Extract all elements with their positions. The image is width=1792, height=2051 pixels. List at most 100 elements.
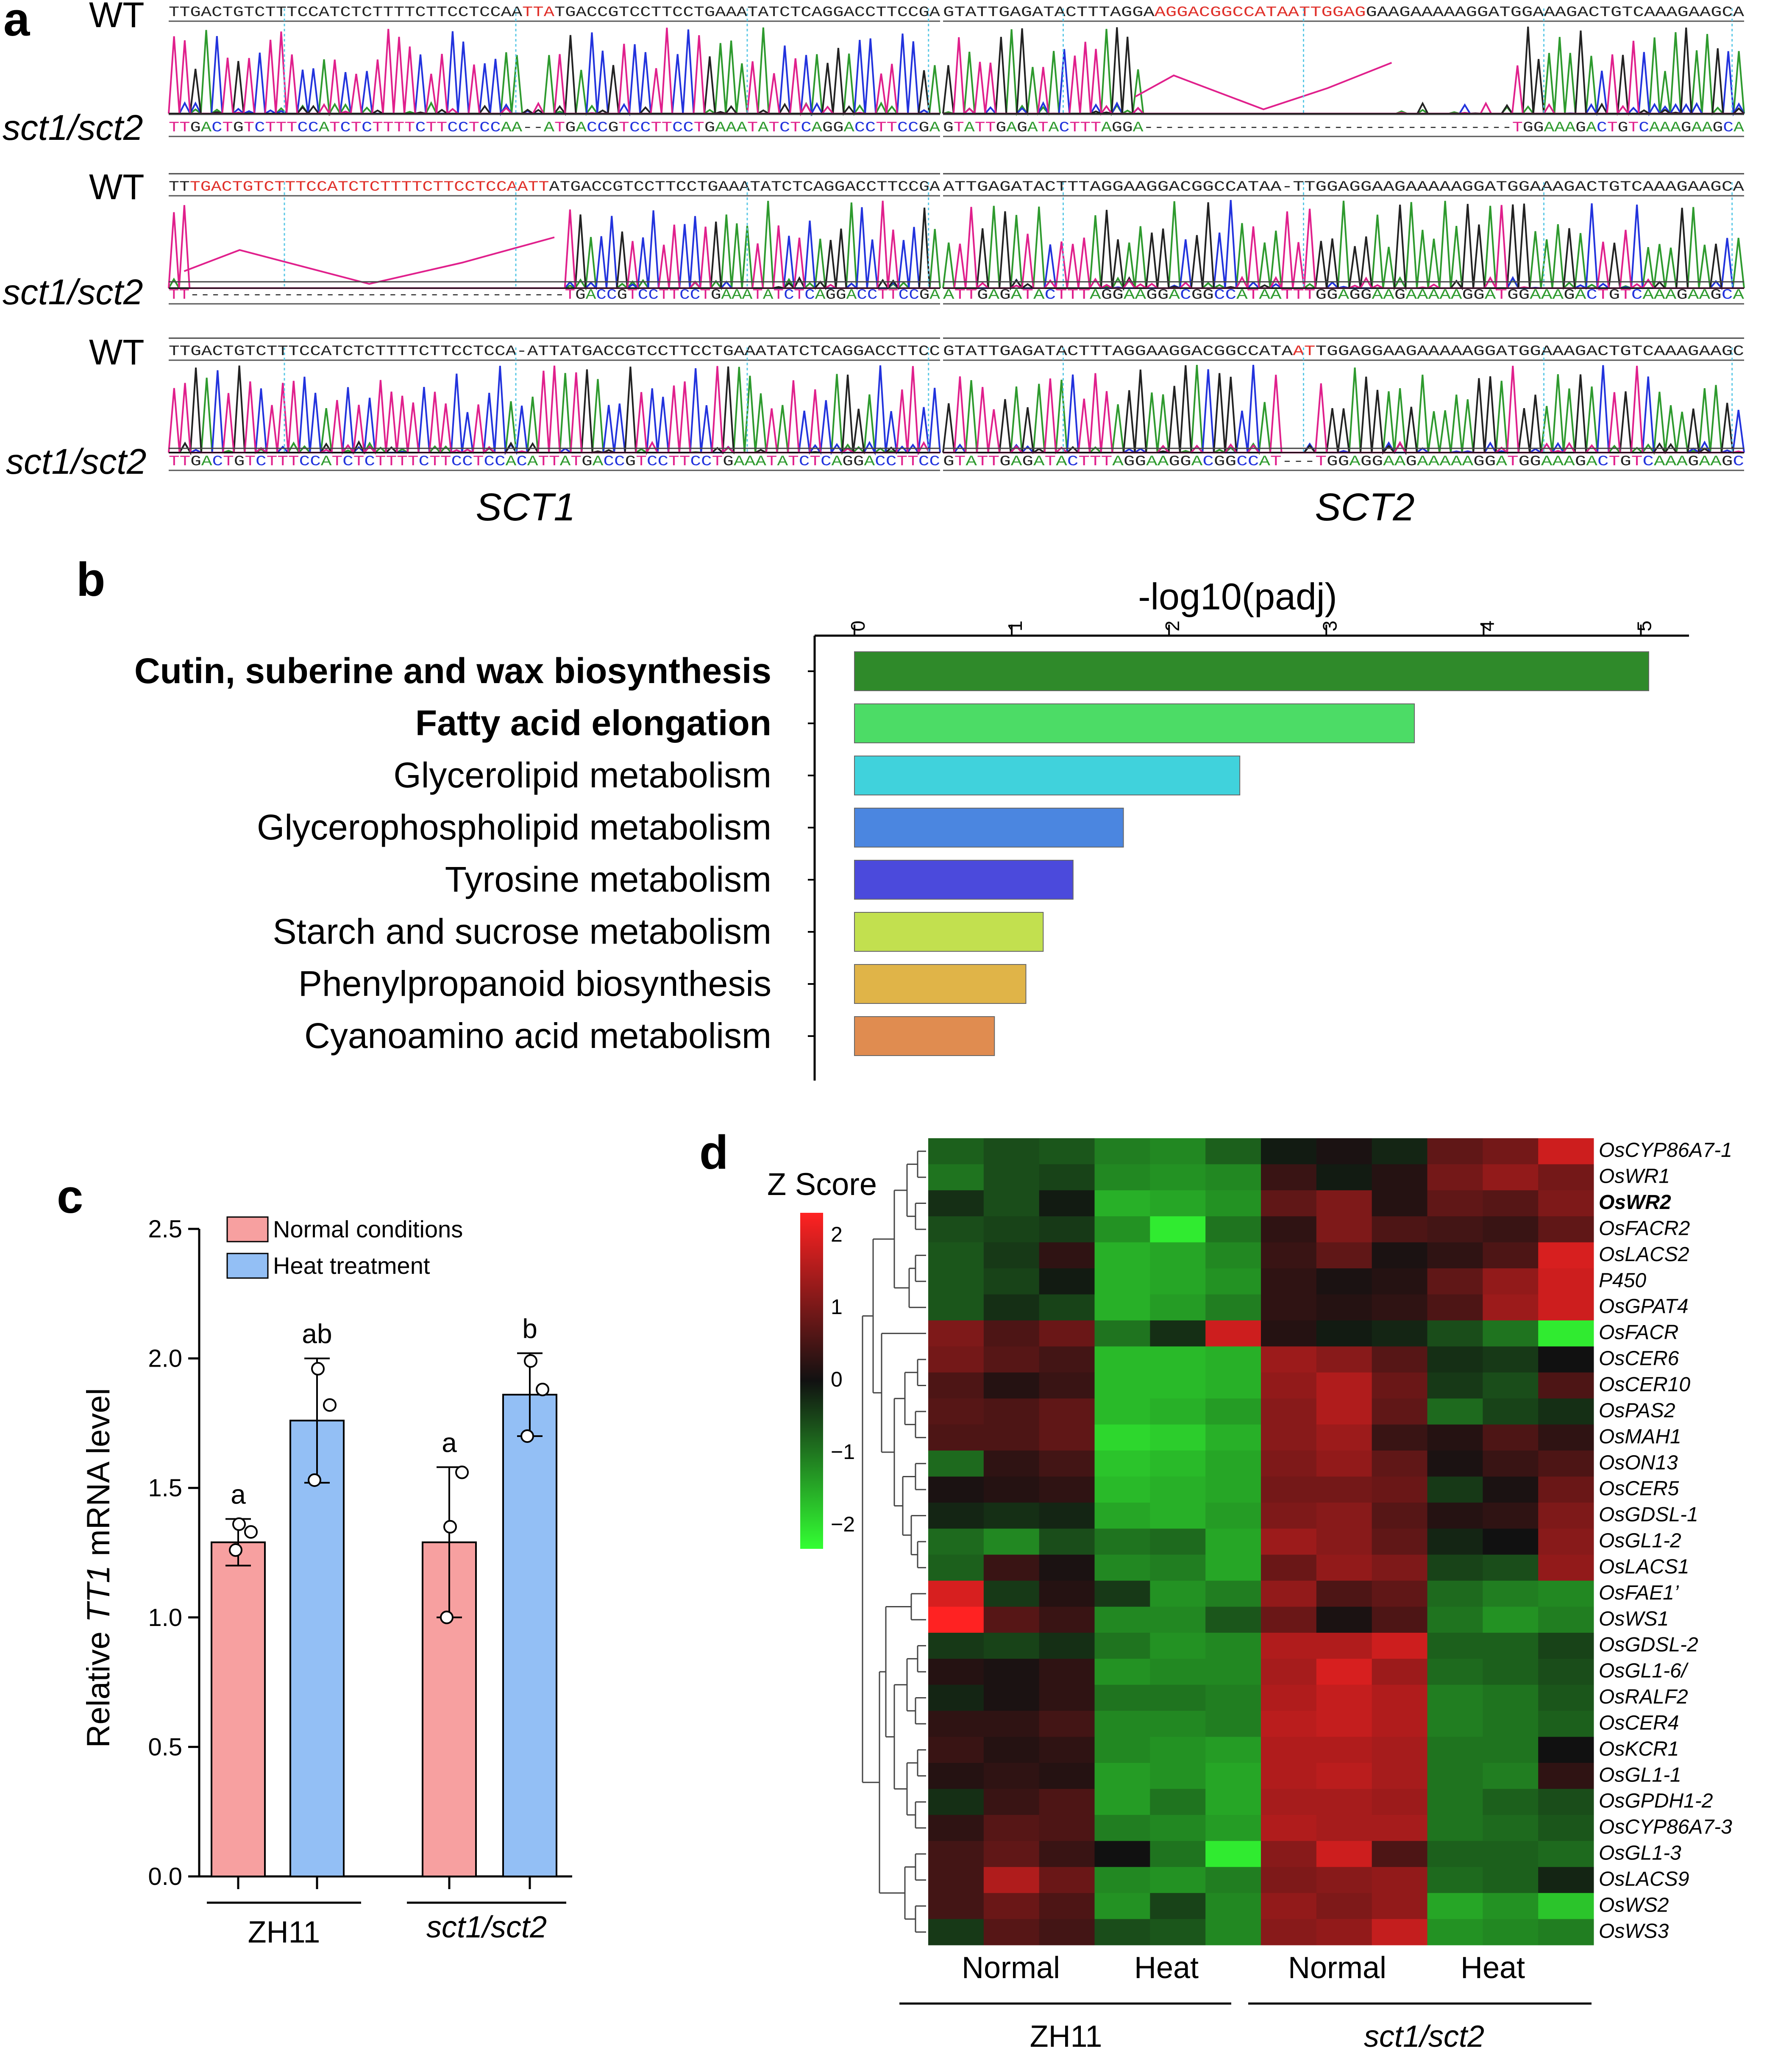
heatmap-row-label-4: OsFACR2	[1599, 1217, 1690, 1239]
heatmap-cell-6-6	[1205, 1268, 1261, 1295]
heatmap-legend-tick-2: 1	[831, 1295, 843, 1319]
heatmap-cell-22-10	[1427, 1684, 1483, 1711]
heatmap-cell-29-7	[1261, 1867, 1317, 1893]
gene-label-sct1: SCT1	[476, 486, 575, 529]
heatmap-cell-25-10	[1427, 1763, 1483, 1789]
heatmap-cell-24-11	[1483, 1737, 1539, 1763]
heatmap-row-label-8: OsFACR	[1599, 1321, 1678, 1344]
heatmap-cell-1-1	[928, 1138, 984, 1164]
heatmap-row-label-22: OsRALF2	[1599, 1686, 1688, 1708]
heatmap-cell-15-6	[1205, 1502, 1261, 1529]
heatmap-cell-11-1	[928, 1398, 984, 1425]
seq-sct1-wt-2: TT TGACTGTCTTTCCATCTCTTTTCTTCCTCCAATT ATGA…	[169, 179, 941, 195]
heatmap-cell-14-2	[983, 1476, 1040, 1503]
seq-sct2-wt-1: GTATTGAGATACTTTAGGA AGGACGGCCATAATTGGAG GA…	[943, 5, 1745, 21]
panel-c-point-1-1-0	[520, 1429, 534, 1443]
seq-sct1-wt-3: TTGACTGTCTTTCCATCTCTTTTCTTCCTCCA-ATTATGA…	[169, 344, 940, 360]
panel-b-enrichment-chart: b -log10(padj) 0 1 2 3 4 5 Cutin, suberine an…	[76, 553, 1689, 1081]
heatmap-cell-22-2	[983, 1684, 1040, 1711]
heatmap-cell-11-2	[983, 1398, 1040, 1425]
heatmap-cell-10-1	[928, 1372, 984, 1399]
heatmap-cell-12-9	[1372, 1424, 1427, 1451]
heatmap-cell-24-8	[1316, 1737, 1372, 1763]
panel-c-point-1-0-0	[308, 1473, 321, 1487]
panel-d-label: d	[699, 1126, 728, 1179]
heatmap-cell-21-3	[1039, 1659, 1095, 1685]
heatmap-cell-6-10	[1427, 1268, 1483, 1295]
heatmap-row-label-24: OsKCR1	[1599, 1738, 1679, 1760]
heatmap-row-label-21: OsGL1-6/	[1599, 1660, 1689, 1682]
heatmap-cell-3-9	[1372, 1190, 1427, 1217]
panel-c-point-1-1-2	[536, 1382, 549, 1396]
heatmap-cell-6-9	[1372, 1268, 1427, 1295]
heatmap-cell-23-1	[928, 1711, 984, 1737]
panel-c-expression-chart: c Relative TT1 mRNA level 0.0 0.5 1.0 1.5 2.…	[57, 1170, 572, 1949]
heatmap-dendrogram	[862, 1151, 926, 1933]
heatmap-cell-20-9	[1372, 1632, 1427, 1659]
heatmap-cell-29-3	[1039, 1867, 1095, 1893]
heatmap-cell-26-10	[1427, 1789, 1483, 1815]
heatmap-cell-3-8	[1316, 1190, 1372, 1217]
heatmap-cell-25-12	[1538, 1763, 1594, 1789]
heatmap-cell-8-3	[1039, 1320, 1095, 1347]
heatmap-cell-23-7	[1261, 1711, 1317, 1737]
heatmap-cell-24-6	[1205, 1737, 1261, 1763]
heatmap-cell-18-6	[1205, 1581, 1261, 1607]
heatmap-cell-23-8	[1316, 1711, 1372, 1737]
panel-c-y-axis-title: Relative TT1 mRNA level	[81, 1388, 117, 1748]
heatmap-cell-13-11	[1483, 1451, 1539, 1477]
heatmap-cell-14-1	[928, 1476, 984, 1503]
heatmap-cell-30-8	[1316, 1893, 1372, 1920]
heatmap-cell-17-6	[1205, 1554, 1261, 1581]
heatmap-cell-23-3	[1039, 1711, 1095, 1737]
heatmap-cell-28-10	[1427, 1841, 1483, 1868]
condition-label-zh11-normal: Normal	[962, 1951, 1060, 1985]
heatmap-cell-25-6	[1205, 1763, 1261, 1789]
heatmap-cell-17-4	[1094, 1554, 1150, 1581]
heatmap-cell-14-9	[1372, 1476, 1427, 1503]
heatmap-cell-3-12	[1538, 1190, 1594, 1217]
panel-b-category-5: Tyrosine metabolism	[445, 859, 771, 899]
heatmap-cell-28-12	[1538, 1841, 1594, 1868]
heatmap-cell-15-7	[1261, 1502, 1317, 1529]
heatmap-cell-15-8	[1316, 1502, 1372, 1529]
heatmap-cell-12-10	[1427, 1424, 1483, 1451]
heatmap-cell-2-7	[1261, 1164, 1317, 1191]
panel-b-ticks: 0 1 2 3 4 5	[808, 620, 1655, 1037]
heatmap-cell-29-2	[983, 1867, 1040, 1893]
heatmap-cell-10-4	[1094, 1372, 1150, 1399]
heatmap-cell-16-2	[983, 1529, 1040, 1555]
heatmap-cell-31-1	[928, 1919, 984, 1945]
heatmap-cell-30-2	[983, 1893, 1040, 1920]
heatmap-cell-10-11	[1483, 1372, 1539, 1399]
panel-c-ytick-label-0.5: 0.5	[148, 1733, 182, 1761]
heatmap-cell-10-10	[1427, 1372, 1483, 1399]
heatmap-cell-17-5	[1150, 1554, 1206, 1581]
heatmap-cell-20-6	[1205, 1632, 1261, 1659]
heatmap-cell-9-3	[1039, 1346, 1095, 1373]
heatmap-row-label-14: OsCER5	[1599, 1478, 1679, 1500]
heatmap-cell-23-9	[1372, 1711, 1427, 1737]
heatmap-cell-26-6	[1205, 1789, 1261, 1815]
heatmap-cell-27-11	[1483, 1815, 1539, 1841]
heatmap-cell-11-11	[1483, 1398, 1539, 1425]
heatmap-cell-12-3	[1039, 1424, 1095, 1451]
heatmap-cell-11-3	[1039, 1398, 1095, 1425]
heatmap-legend-tick-5: −2	[831, 1512, 855, 1536]
heatmap-cell-20-12	[1538, 1632, 1594, 1659]
heatmap-cell-2-10	[1427, 1164, 1483, 1191]
heatmap-cell-4-8	[1316, 1216, 1372, 1243]
heatmap-cell-15-1	[928, 1502, 984, 1529]
heatmap-cell-5-5	[1150, 1242, 1206, 1269]
heatmap-cell-6-4	[1094, 1268, 1150, 1295]
panel-b-bar-5	[854, 860, 1074, 900]
heatmap-cell-1-5	[1150, 1138, 1206, 1164]
heatmap-cell-19-1	[928, 1606, 984, 1633]
heatmap-cell-28-4	[1094, 1841, 1150, 1868]
heatmap-cell-1-7	[1261, 1138, 1317, 1164]
heatmap-cell-6-7	[1261, 1268, 1317, 1295]
panel-c-sig-letter-0-1: a	[442, 1427, 457, 1458]
heatmap-legend-ticks: 2 1 0 −1 −2	[831, 1223, 855, 1536]
heatmap-cell-31-12	[1538, 1919, 1594, 1945]
